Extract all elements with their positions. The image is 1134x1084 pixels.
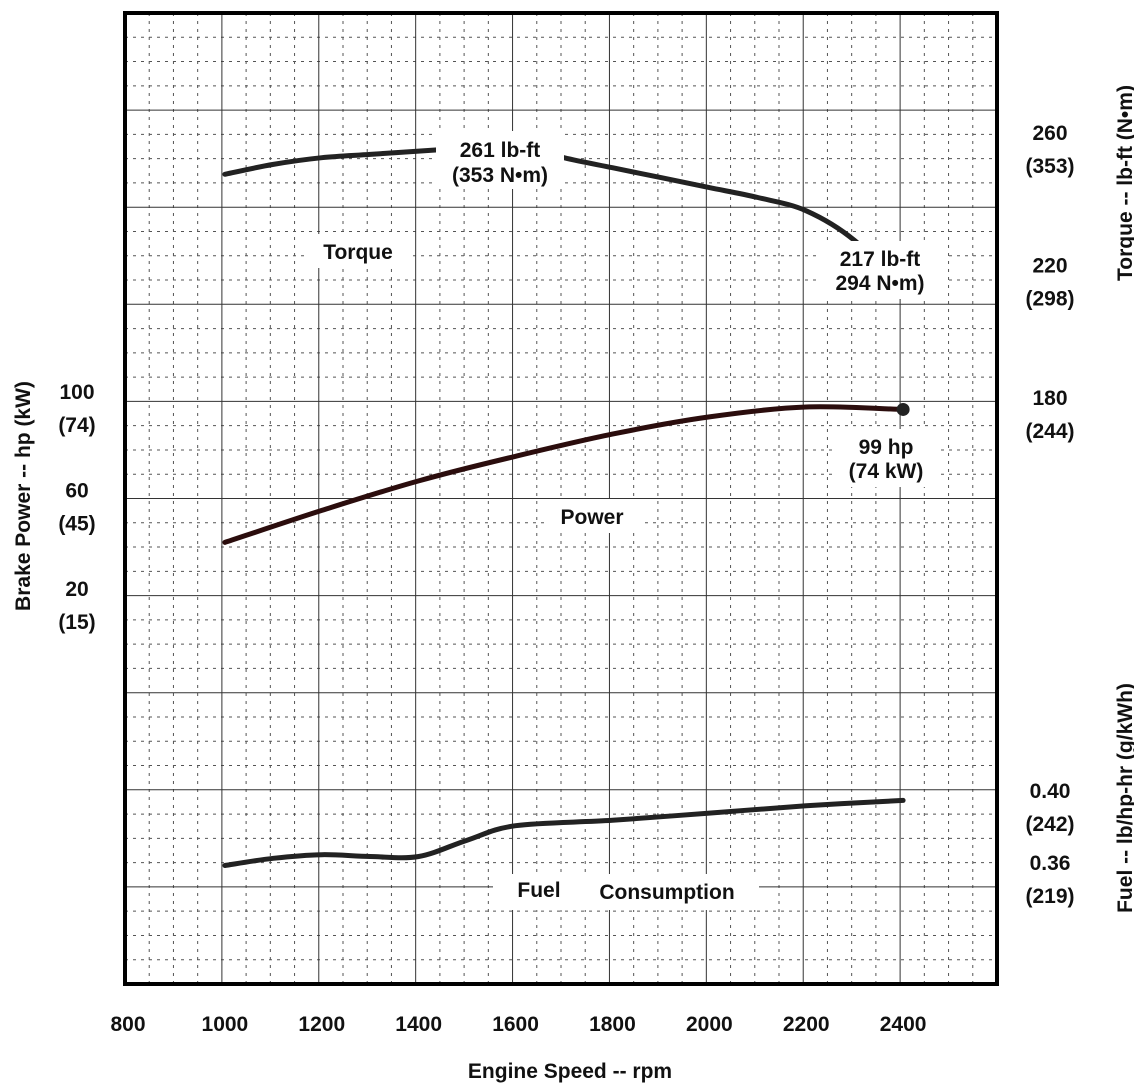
torque-rated-background — [816, 241, 944, 299]
torque-axis-title: Torque -- lb-ft (N•m) — [1114, 85, 1134, 281]
peak-marker — [896, 402, 910, 416]
torque-data-point — [611, 166, 614, 169]
y-tick-label: 20 — [65, 578, 88, 601]
y-tick-label: 100 — [59, 381, 94, 404]
plot-frame — [123, 11, 999, 986]
power-data-point — [320, 509, 323, 512]
x-tick-label: 1600 — [492, 1013, 539, 1036]
torque-peak-metric-label: (353 N•m) — [452, 164, 548, 187]
x-tick-label: 1200 — [298, 1013, 345, 1036]
y-tick-label: 0.40 — [1030, 780, 1071, 803]
power-data-point — [417, 479, 420, 483]
x-tick-label: 1800 — [589, 1013, 636, 1036]
major-grid — [125, 13, 997, 984]
power-data-point — [805, 405, 808, 409]
fuel-axis-title: Fuel -- lb/hp-hr (g/kWh) — [1114, 683, 1134, 913]
x-tick-label: 2000 — [686, 1013, 733, 1036]
y-tick-label: 180 — [1032, 387, 1067, 410]
power-data-point — [514, 455, 517, 458]
fuel-curve-label-consumption: Consumption — [599, 881, 734, 904]
labels: 800 1000 1200 1400 1600 1800 2000 2200 2400 Engin… — [12, 85, 1134, 1083]
power-label-background — [544, 499, 640, 533]
minor-grid — [125, 13, 997, 984]
fuel-data-point — [611, 819, 614, 822]
fuel-data-point — [901, 799, 905, 802]
torque-data-point — [659, 176, 663, 179]
torque-data-point — [272, 163, 275, 166]
x-axis-title: Engine Speed -- rpm — [468, 1060, 672, 1083]
torque-peak-background — [436, 131, 564, 189]
y-tick-label-secondary: (353) — [1025, 155, 1074, 178]
power-axis-title: Brake Power -- hp (kW) — [12, 381, 35, 611]
x-tick-label: 2200 — [783, 1013, 830, 1036]
power-rated-value-label: 99 hp — [859, 436, 914, 459]
power-curve — [222, 404, 906, 545]
fuel-data-point — [805, 804, 808, 808]
fuel-data-point — [465, 838, 469, 842]
torque-data-point — [708, 186, 711, 189]
fuel-curve-label: Fuel — [517, 879, 560, 902]
torque-data-point — [756, 196, 759, 199]
y-tick-label-secondary: (219) — [1025, 885, 1074, 908]
torque-peak-value-label: 261 lb-ft — [460, 139, 541, 162]
fuel-data-point — [708, 811, 711, 815]
fuel-data-point — [320, 853, 323, 856]
x-tick-label: 2400 — [880, 1013, 927, 1036]
curves — [222, 137, 910, 868]
power-data-point — [611, 432, 614, 436]
y-tick-label-secondary: (15) — [58, 611, 95, 634]
x-tick-label: 1400 — [395, 1013, 442, 1036]
y-tick-label: 0.36 — [1030, 852, 1071, 875]
x-tick-label: 800 — [110, 1013, 145, 1036]
power-rated-metric-label: (74 kW) — [849, 460, 924, 483]
torque-rated-value-label: 217 lb-ft — [840, 248, 921, 271]
y-tick-label: 260 — [1032, 122, 1067, 145]
y-tick-label-secondary: (298) — [1025, 287, 1074, 310]
torque-label-background — [308, 234, 408, 268]
fuel-consumption-curve — [222, 797, 906, 868]
y-tick-label-secondary: (45) — [58, 513, 95, 536]
y-tick-label-secondary: (244) — [1025, 420, 1074, 443]
y-tick-label-secondary: (242) — [1025, 813, 1074, 836]
y-tick-label-secondary: (74) — [58, 414, 95, 437]
x-tick-label: 1000 — [202, 1013, 249, 1036]
torque-data-point — [369, 153, 372, 156]
power-data-point — [223, 541, 227, 544]
fuel-data-point — [223, 864, 227, 867]
power-data-point — [708, 415, 711, 419]
torque-data-point — [320, 156, 323, 159]
power-rated-background — [836, 429, 936, 487]
y-tick-label: 220 — [1032, 254, 1067, 277]
torque-data-point — [805, 209, 808, 212]
fuel-data-point — [272, 857, 275, 860]
power-curve-label: Power — [560, 506, 623, 529]
fuel-data-point — [417, 855, 420, 858]
torque-data-point — [223, 173, 227, 176]
fuel-data-point — [369, 855, 372, 858]
fuel-data-point — [514, 824, 517, 827]
torque-rated-metric-label: 294 N•m) — [835, 272, 924, 295]
y-tick-label: 60 — [65, 480, 88, 503]
torque-data-point — [417, 149, 420, 153]
fuel-label-background — [493, 874, 759, 910]
torque-curve-label: Torque — [323, 241, 393, 264]
